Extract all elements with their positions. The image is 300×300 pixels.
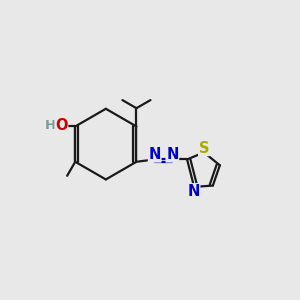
Text: H: H bbox=[45, 119, 56, 132]
Text: N: N bbox=[166, 147, 178, 162]
Text: O: O bbox=[55, 118, 68, 133]
Text: N: N bbox=[187, 184, 200, 199]
Text: N: N bbox=[148, 147, 161, 162]
Text: S: S bbox=[199, 140, 209, 155]
